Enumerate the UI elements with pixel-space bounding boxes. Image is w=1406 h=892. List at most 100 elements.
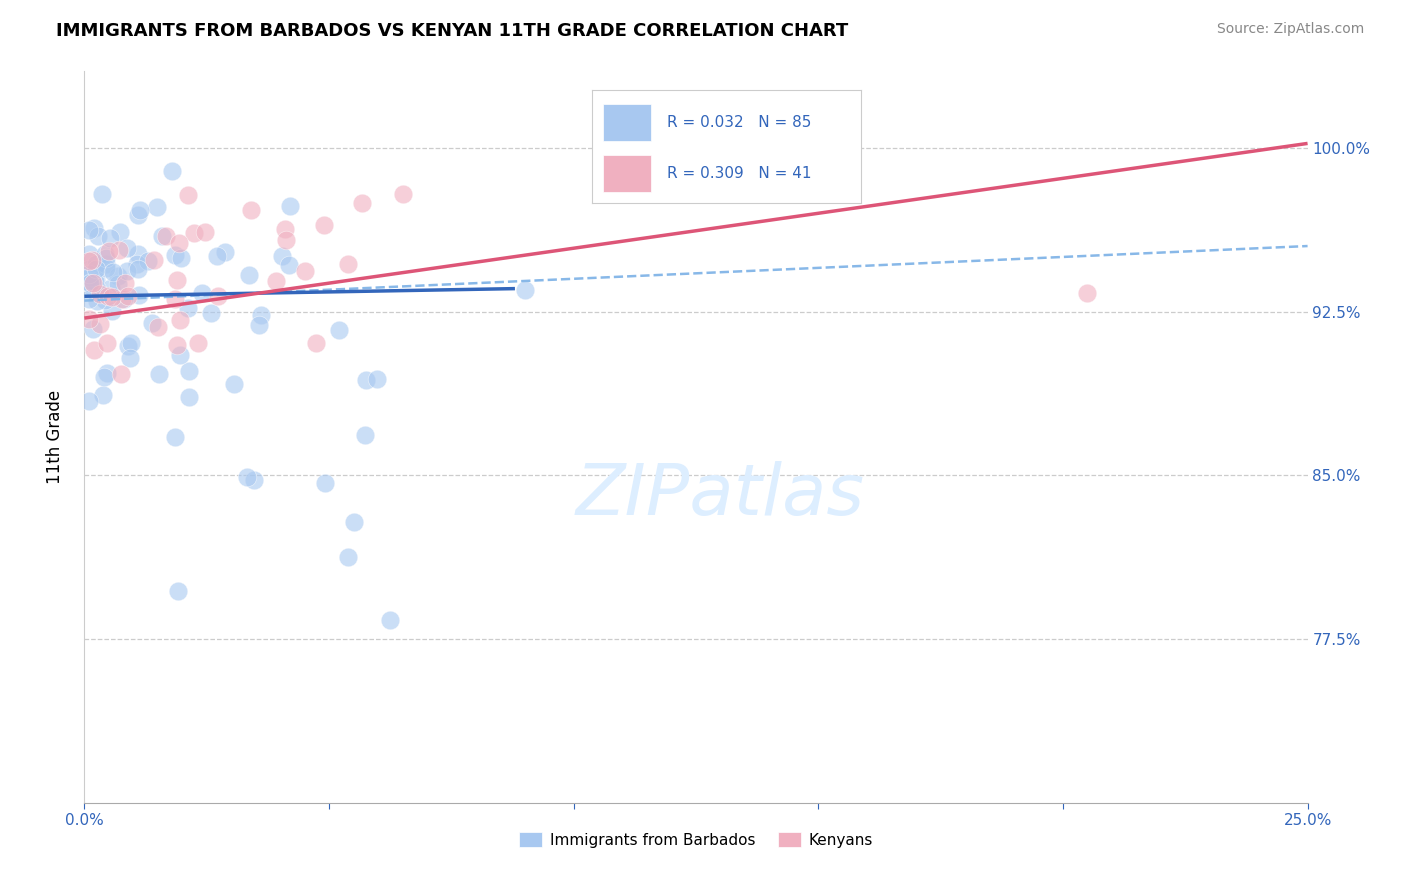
Text: IMMIGRANTS FROM BARBADOS VS KENYAN 11TH GRADE CORRELATION CHART: IMMIGRANTS FROM BARBADOS VS KENYAN 11TH … xyxy=(56,22,848,40)
Point xyxy=(354,428,377,442)
Point xyxy=(179,364,201,378)
Point xyxy=(83,343,105,358)
Point xyxy=(117,339,139,353)
Point xyxy=(294,264,316,278)
Point xyxy=(77,246,100,260)
Point xyxy=(214,244,236,259)
Point xyxy=(278,259,301,273)
Point xyxy=(83,263,105,277)
Point xyxy=(77,223,100,237)
Point xyxy=(94,257,117,271)
Point xyxy=(194,225,217,239)
Point xyxy=(236,470,259,484)
Point xyxy=(96,366,118,380)
Point xyxy=(366,372,388,386)
Point xyxy=(80,274,103,288)
Point xyxy=(111,292,134,306)
Point xyxy=(328,323,350,337)
Point xyxy=(107,269,129,284)
Point xyxy=(150,228,173,243)
Point xyxy=(77,267,100,281)
Point xyxy=(84,274,107,288)
Point xyxy=(187,336,209,351)
Point xyxy=(145,201,167,215)
Text: ZIPatlas: ZIPatlas xyxy=(576,461,865,530)
Point xyxy=(77,277,100,291)
Point xyxy=(83,221,105,235)
Point xyxy=(243,473,266,487)
Point xyxy=(87,228,110,243)
Point xyxy=(336,257,359,271)
Point xyxy=(136,254,159,268)
Text: Source: ZipAtlas.com: Source: ZipAtlas.com xyxy=(1216,22,1364,37)
Point xyxy=(141,317,163,331)
Point xyxy=(125,257,148,271)
Point xyxy=(77,254,100,268)
Point xyxy=(163,430,186,444)
Point xyxy=(98,244,121,258)
Point xyxy=(148,320,170,334)
Point xyxy=(278,199,301,213)
Point xyxy=(89,317,111,331)
Point xyxy=(93,247,115,261)
Point xyxy=(167,235,190,250)
Point xyxy=(120,336,142,351)
Point xyxy=(108,225,131,239)
Point xyxy=(107,277,129,292)
Point xyxy=(169,348,191,362)
Point xyxy=(183,226,205,240)
Point xyxy=(97,288,120,302)
Point xyxy=(170,251,193,265)
Point xyxy=(238,268,260,283)
Point xyxy=(177,188,200,202)
Point xyxy=(93,369,115,384)
Point xyxy=(79,277,101,291)
Point xyxy=(96,335,118,350)
Point xyxy=(274,233,297,247)
Point xyxy=(343,515,366,529)
Point xyxy=(513,283,536,297)
Point xyxy=(312,219,335,233)
Point xyxy=(205,249,228,263)
Point xyxy=(100,290,122,304)
Point xyxy=(86,261,108,276)
Point xyxy=(98,230,121,244)
Point xyxy=(114,293,136,307)
Point xyxy=(127,246,149,260)
Point xyxy=(163,248,186,262)
Point xyxy=(166,273,188,287)
Point xyxy=(77,292,100,306)
Point xyxy=(86,293,108,308)
Point xyxy=(84,272,107,286)
Point xyxy=(271,249,294,263)
Point xyxy=(266,274,288,288)
Point xyxy=(101,304,124,318)
Point xyxy=(79,270,101,285)
Point xyxy=(77,262,100,277)
Point xyxy=(391,186,413,201)
Point xyxy=(128,288,150,302)
Point xyxy=(127,208,149,222)
Point xyxy=(129,202,152,217)
Point xyxy=(86,282,108,296)
Point xyxy=(148,367,170,381)
Point xyxy=(103,265,125,279)
Point xyxy=(354,373,377,387)
Point xyxy=(96,251,118,265)
Point xyxy=(352,196,374,211)
Point xyxy=(82,252,104,267)
Point xyxy=(314,475,336,490)
Point xyxy=(91,186,114,201)
Point xyxy=(247,318,270,333)
Point xyxy=(77,394,100,409)
Point xyxy=(117,264,139,278)
Point xyxy=(117,289,139,303)
Point xyxy=(1076,285,1098,300)
Point xyxy=(82,277,104,291)
Legend: Immigrants from Barbados, Kenyans: Immigrants from Barbados, Kenyans xyxy=(513,825,879,854)
Point xyxy=(120,351,142,365)
Point xyxy=(100,280,122,294)
Point xyxy=(115,241,138,255)
Point xyxy=(378,613,401,627)
Point xyxy=(160,164,183,178)
